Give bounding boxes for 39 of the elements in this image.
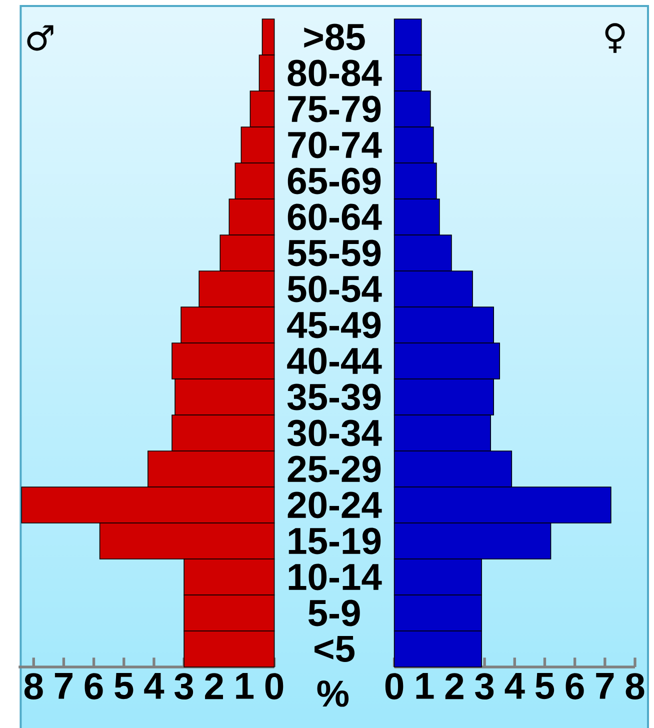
x-tick-label: 6 xyxy=(84,673,103,700)
x-tick-label: 2 xyxy=(205,673,223,700)
x-tick-label: 5 xyxy=(536,673,554,700)
y-tick-label: 20-24 xyxy=(288,492,382,518)
y-tick-label: 70-74 xyxy=(288,132,382,158)
y-tick-label: >85 xyxy=(304,24,365,50)
y-tick-label: 45-49 xyxy=(287,312,381,338)
y-tick-label: 25-29 xyxy=(288,456,381,482)
x-tick-label: 5 xyxy=(114,673,134,700)
y-tick-label: <5 xyxy=(314,636,355,662)
x-tick-label: 0 xyxy=(385,673,404,700)
x-tick-label: 3 xyxy=(174,673,194,700)
x-tick-label: 6 xyxy=(566,673,584,700)
text: ♀ xyxy=(605,23,625,53)
x-tick-label: 4 xyxy=(504,673,525,699)
y-tick-label: 60-64 xyxy=(288,204,382,230)
x-tick-label: 7 xyxy=(596,673,614,699)
x-tick-label: 7 xyxy=(54,673,72,699)
x-tick-label: 0 xyxy=(265,673,284,700)
x-tick-label: 1 xyxy=(236,673,254,699)
y-tick-label: 65-69 xyxy=(288,168,381,194)
y-tick-label: 75-79 xyxy=(288,96,381,122)
x-tick-label: 1 xyxy=(416,673,434,699)
x-tick-label: 3 xyxy=(475,673,494,700)
y-tick-label: 40-44 xyxy=(287,348,382,374)
x-tick-label: 4 xyxy=(144,673,164,699)
x-tick-label: 8 xyxy=(24,673,43,700)
y-tick-label: 30-34 xyxy=(287,420,382,446)
y-tick-label: 15-19 xyxy=(288,528,381,554)
x-tick-label: 2 xyxy=(445,673,464,700)
y-tick-label: 55-59 xyxy=(288,240,381,266)
y-tick-label: 10-14 xyxy=(288,564,382,590)
y-tick-label: 5-9 xyxy=(308,600,360,626)
y-tick-label: 50-54 xyxy=(288,276,382,302)
text: ♂ xyxy=(27,25,54,51)
y-tick-label: 35-39 xyxy=(287,384,381,410)
x-tick-label: 8 xyxy=(626,673,644,700)
x-axis-title: % xyxy=(317,680,349,707)
y-tick-label: 80-84 xyxy=(288,60,382,86)
